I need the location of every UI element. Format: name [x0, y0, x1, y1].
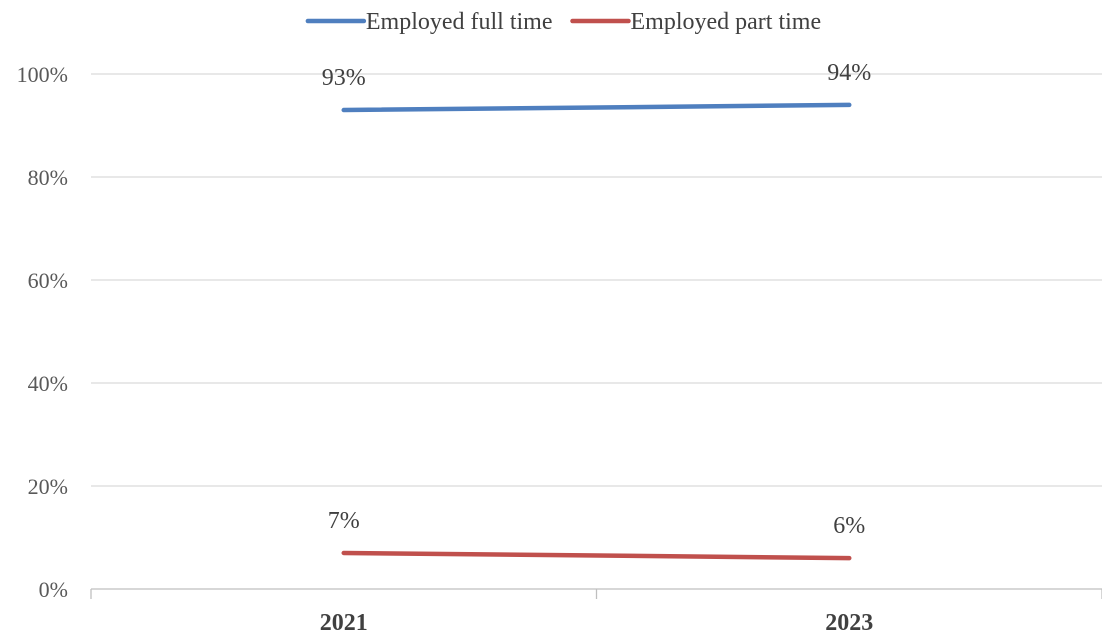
gridlines [91, 73, 1102, 487]
legend-label: Employed full time [366, 9, 553, 35]
y-tick-label: 60% [28, 268, 68, 293]
legend-item: Employed part time [570, 9, 822, 35]
series-lines [341, 102, 852, 561]
data-labels: 93% 94% 7% 6% [322, 60, 872, 539]
y-tick-label: 0% [39, 577, 68, 602]
series-line [341, 102, 852, 113]
axes: 0% 20% 40% 60% 80% 100% 2021 2023 [17, 62, 1102, 636]
data-label: 6% [833, 513, 865, 539]
legend-item: Employed full time [305, 9, 553, 35]
x-category-label: 2023 [825, 610, 873, 636]
y-tick-label: 80% [28, 165, 68, 190]
x-category-label: 2021 [320, 610, 368, 636]
y-tick-label: 100% [17, 62, 68, 87]
data-label: 94% [827, 60, 871, 86]
data-label: 93% [322, 65, 366, 91]
legend: Employed full time Employed part time [305, 9, 822, 35]
legend-label: Employed part time [631, 9, 822, 35]
y-tick-label: 40% [28, 371, 68, 396]
series-line [341, 550, 852, 561]
y-tick-label: 20% [28, 474, 68, 499]
data-label: 7% [328, 508, 360, 534]
